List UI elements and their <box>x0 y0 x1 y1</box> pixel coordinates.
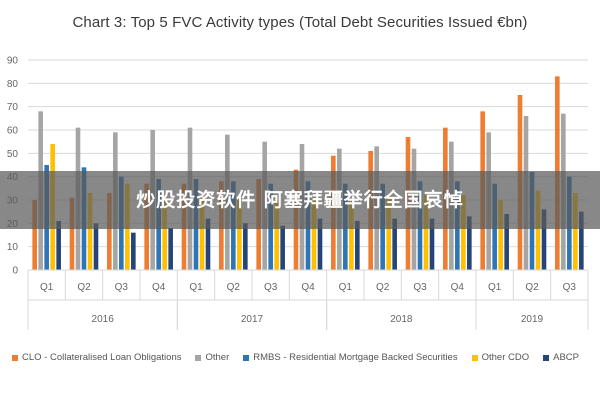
bar <box>243 223 248 270</box>
bar <box>498 200 503 270</box>
bar <box>32 200 37 270</box>
bar <box>280 225 285 270</box>
bar <box>311 197 317 270</box>
bar <box>131 232 136 270</box>
legend-item: ABCP <box>543 352 579 363</box>
y-tick-label: 10 <box>7 242 19 253</box>
bar <box>274 200 279 270</box>
bar <box>162 195 167 270</box>
bar <box>87 193 93 270</box>
x-tick-label: Q1 <box>189 282 203 293</box>
legend-label: RMBS - Residential Mortgage Backed Secur… <box>253 352 458 363</box>
y-tick-label: 60 <box>7 126 19 137</box>
y-axis-ticks: 0102030405060708090 <box>7 56 19 277</box>
legend-swatch <box>543 354 550 361</box>
bar <box>541 209 547 270</box>
bar <box>355 221 360 270</box>
overlay-banner-text: 炒股投资软件 阿塞拜疆举行全国哀悼 <box>136 189 464 211</box>
bar <box>93 223 99 270</box>
x-tick-label: Q1 <box>40 282 54 293</box>
x-tick-label: Q3 <box>413 282 427 293</box>
x-tick-label: Q2 <box>376 282 390 293</box>
bar <box>423 195 429 270</box>
bar <box>317 218 323 270</box>
x-tick-label: Q3 <box>264 282 278 293</box>
x-tick-label: Q3 <box>115 282 129 293</box>
bar <box>579 211 584 270</box>
legend-item: CLO - Collateralised Loan Obligations <box>12 352 181 363</box>
legend-swatch <box>195 354 202 361</box>
legend-label: ABCP <box>553 352 579 363</box>
legend-swatch <box>243 354 250 361</box>
y-tick-label: 50 <box>7 149 19 160</box>
x-axis-ticks: Q1 Q2 Q3 Q4 Q1 Q2 Q3 Q4 Q1 Q2 Q3 Q4 Q1 Q2 Q3 2016 2017 20… <box>27 269 589 330</box>
bar <box>349 200 354 270</box>
legend-swatch <box>12 354 18 361</box>
year-label: 2018 <box>390 314 413 325</box>
chart-title: Chart 3: Top 5 FVC Activity types (Total… <box>72 14 528 31</box>
bar <box>573 193 578 270</box>
y-tick-label: 70 <box>7 102 19 113</box>
y-tick-label: 80 <box>7 79 19 90</box>
x-tick-label: Q1 <box>488 282 502 293</box>
x-tick-label: Q3 <box>563 282 577 293</box>
bar <box>392 218 397 270</box>
bar <box>107 193 112 270</box>
x-tick-label: Q4 <box>451 282 465 293</box>
legend-label: Other <box>205 352 230 363</box>
legend-swatch <box>471 354 478 361</box>
y-tick-label: 0 <box>12 266 18 277</box>
year-label: 2019 <box>521 314 544 325</box>
chart-legend: CLO - Collateralised Loan Obligations Oth… <box>12 352 592 363</box>
year-label: 2016 <box>92 314 115 325</box>
x-tick-label: Q4 <box>152 282 166 293</box>
bar <box>205 218 211 270</box>
bar <box>386 197 391 270</box>
overlay-banner <box>0 171 600 229</box>
legend-label: Other CDO <box>481 352 530 363</box>
bar <box>168 228 173 270</box>
legend-label: CLO - Collateralised Loan Obligations <box>22 352 182 363</box>
bar <box>535 190 541 270</box>
bar <box>429 218 435 270</box>
legend-item: Other CDO <box>471 352 530 363</box>
year-label: 2017 <box>241 314 264 325</box>
y-tick-label: 90 <box>7 56 19 67</box>
bar <box>199 197 205 270</box>
legend-item: Other <box>195 352 229 363</box>
bar <box>467 216 472 270</box>
x-tick-label: Q4 <box>301 282 315 293</box>
bar <box>237 197 242 270</box>
x-tick-label: Q2 <box>525 282 539 293</box>
x-tick-label: Q2 <box>227 282 241 293</box>
bar <box>56 221 61 270</box>
bar <box>504 214 509 270</box>
bar <box>461 195 466 270</box>
bar <box>69 197 75 270</box>
x-tick-label: Q1 <box>339 282 353 293</box>
legend-item: RMBS - Residential Mortgage Backed Secur… <box>243 352 458 363</box>
x-tick-label: Q2 <box>77 282 91 293</box>
